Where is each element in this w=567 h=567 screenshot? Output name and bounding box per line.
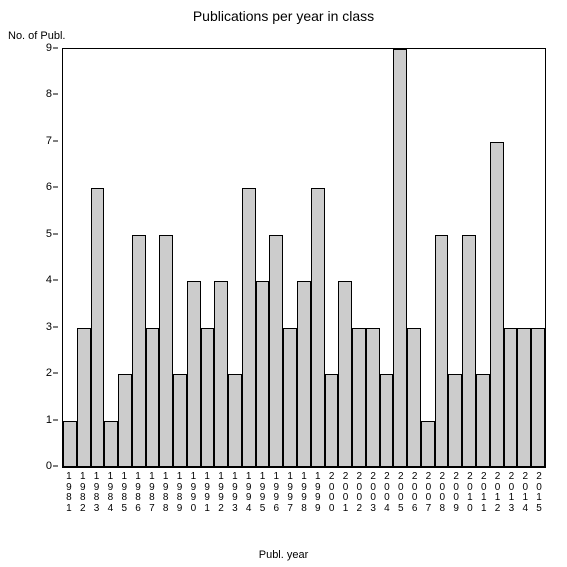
y-tick-mark bbox=[53, 326, 58, 327]
bars-group bbox=[63, 49, 545, 467]
bar bbox=[490, 142, 504, 467]
x-tick-label: 2008 bbox=[435, 470, 449, 514]
x-tick-label: 2011 bbox=[477, 470, 491, 514]
bar bbox=[325, 374, 339, 467]
x-tick-label: 2000 bbox=[325, 470, 339, 514]
bar bbox=[407, 328, 421, 467]
bar bbox=[201, 328, 215, 467]
x-tick-label: 2001 bbox=[339, 470, 353, 514]
x-tick-label: 1990 bbox=[186, 470, 200, 514]
bar bbox=[366, 328, 380, 467]
x-tick-label: 1995 bbox=[256, 470, 270, 514]
bar bbox=[421, 421, 435, 467]
y-tick-label: 5 bbox=[46, 228, 52, 240]
y-tick-label: 7 bbox=[46, 135, 52, 147]
x-axis-ticks: 1981198219831984198519861987198819891990… bbox=[62, 470, 546, 514]
x-tick-label: 1988 bbox=[159, 470, 173, 514]
bar bbox=[104, 421, 118, 467]
x-tick-label: 1992 bbox=[214, 470, 228, 514]
chart-title: Publications per year in class bbox=[0, 8, 567, 24]
x-tick-label: 2014 bbox=[518, 470, 532, 514]
x-tick-label: 1981 bbox=[62, 470, 76, 514]
x-tick-label: 2013 bbox=[505, 470, 519, 514]
bar bbox=[297, 281, 311, 467]
y-tick-mark bbox=[53, 187, 58, 188]
bar bbox=[380, 374, 394, 467]
bar bbox=[338, 281, 352, 467]
bar bbox=[283, 328, 297, 467]
bar bbox=[531, 328, 545, 467]
bar bbox=[311, 188, 325, 467]
bar bbox=[476, 374, 490, 467]
bar bbox=[256, 281, 270, 467]
bar bbox=[517, 328, 531, 467]
y-tick-mark bbox=[53, 466, 58, 467]
bar bbox=[462, 235, 476, 467]
x-tick-label: 1997 bbox=[283, 470, 297, 514]
bar bbox=[448, 374, 462, 467]
bar bbox=[228, 374, 242, 467]
y-axis-label: No. of Publ. bbox=[8, 30, 65, 42]
x-tick-label: 1989 bbox=[173, 470, 187, 514]
bar bbox=[132, 235, 146, 467]
bar bbox=[393, 49, 407, 467]
x-tick-label: 1984 bbox=[103, 470, 117, 514]
y-tick-mark bbox=[53, 94, 58, 95]
x-tick-label: 2004 bbox=[380, 470, 394, 514]
bar bbox=[242, 188, 256, 467]
y-tick-mark bbox=[53, 233, 58, 234]
y-axis-ticks: 0123456789 bbox=[0, 48, 60, 468]
x-tick-label: 1993 bbox=[228, 470, 242, 514]
bar bbox=[352, 328, 366, 467]
x-tick-label: 1987 bbox=[145, 470, 159, 514]
y-tick-label: 0 bbox=[46, 460, 52, 472]
y-tick-mark bbox=[53, 48, 58, 49]
bar bbox=[118, 374, 132, 467]
y-tick-mark bbox=[53, 373, 58, 374]
y-tick-label: 6 bbox=[46, 181, 52, 193]
bar bbox=[173, 374, 187, 467]
bar bbox=[214, 281, 228, 467]
x-tick-label: 2012 bbox=[491, 470, 505, 514]
y-tick-label: 2 bbox=[46, 367, 52, 379]
bar bbox=[159, 235, 173, 467]
y-tick-label: 1 bbox=[46, 414, 52, 426]
chart-container: Publications per year in class No. of Pu… bbox=[0, 0, 567, 567]
y-tick-label: 9 bbox=[46, 42, 52, 54]
bar bbox=[187, 281, 201, 467]
x-tick-label: 1991 bbox=[200, 470, 214, 514]
x-tick-label: 2005 bbox=[394, 470, 408, 514]
bar bbox=[146, 328, 160, 467]
bar bbox=[504, 328, 518, 467]
bar bbox=[269, 235, 283, 467]
y-tick-label: 8 bbox=[46, 88, 52, 100]
x-tick-label: 2003 bbox=[366, 470, 380, 514]
x-axis-label: Publ. year bbox=[0, 549, 567, 561]
bar bbox=[77, 328, 91, 467]
y-tick-mark bbox=[53, 280, 58, 281]
x-tick-label: 1994 bbox=[242, 470, 256, 514]
bar bbox=[63, 421, 77, 467]
x-tick-label: 1996 bbox=[269, 470, 283, 514]
bar bbox=[91, 188, 105, 467]
x-tick-label: 2015 bbox=[532, 470, 546, 514]
x-tick-label: 2010 bbox=[463, 470, 477, 514]
y-tick-mark bbox=[53, 419, 58, 420]
x-tick-label: 1986 bbox=[131, 470, 145, 514]
y-tick-mark bbox=[53, 140, 58, 141]
x-tick-label: 2002 bbox=[352, 470, 366, 514]
x-tick-label: 2006 bbox=[408, 470, 422, 514]
bar bbox=[435, 235, 449, 467]
x-tick-label: 1983 bbox=[90, 470, 104, 514]
x-tick-label: 1999 bbox=[311, 470, 325, 514]
y-tick-label: 3 bbox=[46, 321, 52, 333]
plot-area bbox=[62, 48, 546, 468]
y-tick-label: 4 bbox=[46, 274, 52, 286]
x-tick-label: 1985 bbox=[117, 470, 131, 514]
x-tick-label: 1982 bbox=[76, 470, 90, 514]
x-tick-label: 1998 bbox=[297, 470, 311, 514]
x-tick-label: 2009 bbox=[449, 470, 463, 514]
x-tick-label: 2007 bbox=[422, 470, 436, 514]
